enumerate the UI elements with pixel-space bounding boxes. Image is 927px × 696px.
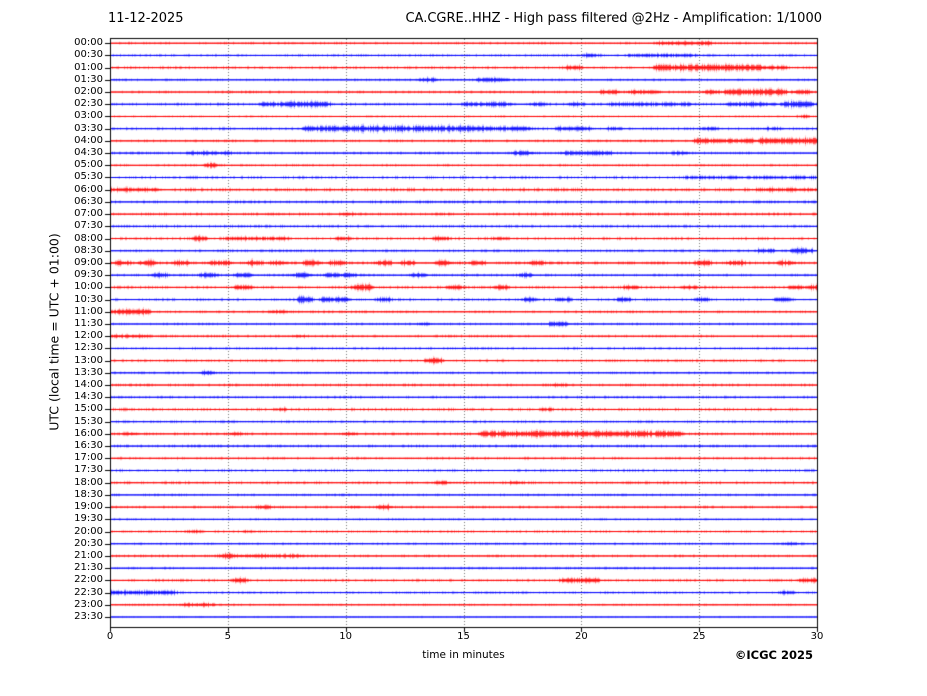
y-tick-label: 23:00 <box>74 598 103 610</box>
y-tick-label: 12:30 <box>74 342 103 354</box>
y-tick-label: 19:30 <box>74 513 103 525</box>
x-axis-label: time in minutes <box>0 649 927 661</box>
y-tick-label: 15:30 <box>74 415 103 427</box>
y-tick-label: 03:30 <box>74 122 103 134</box>
y-tick-label: 21:30 <box>74 562 103 574</box>
y-tick-label: 11:30 <box>74 317 103 329</box>
y-tick-label: 00:30 <box>74 49 103 61</box>
y-tick-label: 10:00 <box>74 281 103 293</box>
y-tick-label: 05:00 <box>74 159 103 171</box>
x-tick-label: 25 <box>692 631 706 642</box>
y-tick-label: 09:00 <box>74 256 103 268</box>
y-tick-label: 13:30 <box>74 366 103 378</box>
y-tick-label: 06:00 <box>74 183 103 195</box>
y-tick-label: 02:00 <box>74 86 103 98</box>
y-tick-label: 13:00 <box>74 354 103 366</box>
y-tick-label: 04:00 <box>74 134 103 146</box>
y-tick-label: 08:30 <box>74 244 103 256</box>
y-tick-label: 07:00 <box>74 208 103 220</box>
y-tick-label: 22:30 <box>74 586 103 598</box>
x-tick-label: 30 <box>810 631 824 642</box>
y-tick-label: 02:30 <box>74 98 103 110</box>
y-tick-label: 14:30 <box>74 391 103 403</box>
y-tick-label: 16:30 <box>74 440 103 452</box>
x-tick-label: 20 <box>574 631 588 642</box>
y-tick-label: 19:00 <box>74 501 103 513</box>
y-tick-label: 16:00 <box>74 427 103 439</box>
y-tick-label: 18:30 <box>74 488 103 500</box>
x-tick-label: 15 <box>457 631 470 642</box>
y-tick-label: 07:30 <box>74 220 103 232</box>
y-tick-label: 21:00 <box>74 549 103 561</box>
x-tick-label: 0 <box>106 631 114 642</box>
y-tick-label: 20:00 <box>74 525 103 537</box>
copyright-credit: ©ICGC 2025 <box>734 648 813 662</box>
y-tick-label: 09:30 <box>74 269 103 281</box>
y-tick-label: 20:30 <box>74 537 103 549</box>
y-tick-label: 05:30 <box>74 171 103 183</box>
y-tick-label: 15:00 <box>74 403 103 415</box>
y-tick-label: 22:00 <box>74 574 103 586</box>
page-title: CA.CGRE..HHZ - High pass filtered @2Hz -… <box>405 11 822 26</box>
x-tick-label: 10 <box>339 631 353 642</box>
y-tick-label: 11:00 <box>74 305 103 317</box>
y-tick-label: 03:00 <box>74 110 103 122</box>
y-tick-label: 06:30 <box>74 195 103 207</box>
y-tick-label: 14:00 <box>74 379 103 391</box>
y-tick-label: 17:30 <box>74 464 103 476</box>
y-tick-label: 01:30 <box>74 73 103 85</box>
record-date: 11-12-2025 <box>108 11 184 26</box>
y-tick-label: 04:30 <box>74 147 103 159</box>
y-tick-label: 18:00 <box>74 476 103 488</box>
y-tick-label: 00:00 <box>74 37 103 49</box>
y-tick-label: 08:00 <box>74 232 103 244</box>
y-tick-label: 10:30 <box>74 293 103 305</box>
y-tick-label: 23:30 <box>74 610 103 622</box>
y-tick-label: 17:00 <box>74 452 103 464</box>
y-tick-label: 12:00 <box>74 330 103 342</box>
x-axis-label-text: time in minutes <box>422 649 505 661</box>
x-tick-label: 5 <box>224 631 232 642</box>
y-tick-label: 01:00 <box>74 61 103 73</box>
